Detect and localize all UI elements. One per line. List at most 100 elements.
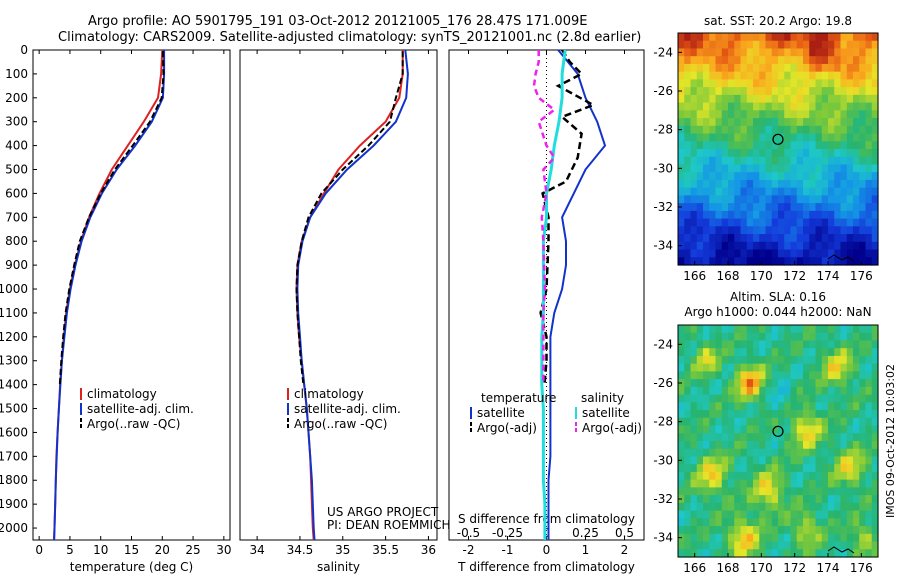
sla_map-xtick-label: 170 <box>750 561 773 575</box>
sla_map-cell <box>734 471 742 481</box>
sst_map-cell <box>753 141 760 150</box>
sla_map-cell <box>865 371 873 380</box>
sla_map-cell <box>846 417 854 427</box>
sla_map-cell <box>678 394 685 403</box>
sla_map-cell <box>690 386 698 396</box>
sla_map-cell <box>728 526 735 535</box>
sst_map-cell <box>853 164 860 173</box>
sst_map-cell <box>765 156 773 166</box>
sst_map-cell <box>696 203 704 212</box>
sla_map-cell <box>746 471 754 481</box>
sla_map-cell <box>753 510 760 519</box>
sst_map-cell <box>771 187 779 196</box>
sla_map-cell <box>871 325 879 334</box>
sla_map-cell <box>759 448 767 458</box>
series-satellite-adj-clim- <box>53 50 166 541</box>
sst_map-cell <box>853 125 860 135</box>
sst_map-cell <box>790 195 798 204</box>
sla_map-cell <box>746 541 754 550</box>
sst_map-argo-position-marker <box>772 133 784 145</box>
sst_map-cell <box>821 179 829 189</box>
sla_map-cell <box>809 332 817 342</box>
sla_map-cell <box>803 441 810 450</box>
sst_map-cell <box>834 218 842 227</box>
sla_map-cell <box>746 355 754 365</box>
sst_map-cell <box>778 257 785 266</box>
sla_map-cell <box>703 487 710 496</box>
sla_map-cell <box>734 518 742 527</box>
sla_map-cell <box>871 526 879 535</box>
sst_map-cell <box>709 195 717 204</box>
sst_map-cell <box>821 218 829 227</box>
sla_map-cell <box>815 425 823 434</box>
sst_map-cell <box>859 56 867 65</box>
sla_map-cell <box>865 433 873 442</box>
sla_map-cell <box>771 533 779 543</box>
sst_map-cell <box>709 118 717 127</box>
sst_map-cell <box>690 63 698 73</box>
sst_map-cell <box>709 149 717 158</box>
sla_map-cell <box>753 433 760 442</box>
sst_map-cell <box>796 226 804 235</box>
sst_map-cell <box>815 125 823 135</box>
sla_map-cell <box>709 533 717 543</box>
sla_map-cell <box>728 371 735 380</box>
sla_map-cell <box>684 410 692 419</box>
sla_map-cell <box>815 533 823 543</box>
sst_map-cell <box>709 203 717 212</box>
sst_map-cell <box>771 234 779 243</box>
sst_map-xtick-label: 174 <box>817 269 840 283</box>
sla_map-cell <box>765 379 773 388</box>
sla_map-cell <box>740 386 748 396</box>
sla_map-cell <box>846 433 854 442</box>
sst_map-cell <box>753 102 760 111</box>
sla_map-cell <box>715 471 723 481</box>
sla_map-cell <box>759 518 767 527</box>
sla_map-cell <box>728 471 735 481</box>
sst_map-cell <box>740 141 748 150</box>
sst_map-cell <box>765 87 773 96</box>
sst_map-cell <box>803 118 810 127</box>
sla_map-cell <box>853 371 860 380</box>
sla_map-cell <box>790 417 798 427</box>
sla_map-cell <box>703 371 710 380</box>
sla_map-cell <box>753 425 760 434</box>
sla_map-cell <box>815 340 823 349</box>
sst_map-cell <box>809 141 817 150</box>
sla_map-cell <box>815 441 823 450</box>
sla_map-cell <box>853 441 860 450</box>
sst_map-cell <box>784 156 792 166</box>
sla_map-cell <box>821 510 829 519</box>
sst_map-cell <box>790 94 798 104</box>
sla_map-cell <box>690 464 698 473</box>
sst_map-cell <box>696 94 704 104</box>
sla_map-cell <box>865 340 873 349</box>
sla_map-cell <box>709 332 717 342</box>
sst_map-cell <box>821 133 829 142</box>
differences-panel: -2 -1 0 1 2-0.5 -0.25 0 0.25 0.5S difference fro… <box>448 49 645 574</box>
sst_map-cell <box>696 226 704 235</box>
sla_map-cell <box>790 526 798 535</box>
sla_map-cell <box>759 479 767 488</box>
sst_map-cell <box>734 125 742 135</box>
sst_map-cell <box>853 48 860 57</box>
sst_map-cell <box>828 40 835 50</box>
sla_map-cell <box>709 448 717 458</box>
sla_map-cell <box>709 441 717 450</box>
sla_map-cell <box>846 340 854 349</box>
sla_map-cell <box>746 549 754 558</box>
sst_map-cell <box>846 33 854 42</box>
sst_map-cell <box>771 79 779 88</box>
sla_map-cell <box>765 348 773 357</box>
sla_map-cell <box>778 425 785 434</box>
sst_map-cell <box>696 241 704 251</box>
sla_map-cell <box>821 402 829 411</box>
sla_map-cell <box>715 394 723 403</box>
sst_map-cell <box>834 234 842 243</box>
sst_map-cell <box>690 141 698 150</box>
sla_map-cell <box>871 425 879 434</box>
sst_map-cell <box>846 87 854 96</box>
sla_map-cell <box>759 456 767 465</box>
sla_map-cell <box>790 456 798 465</box>
sst_map-cell <box>740 79 748 88</box>
